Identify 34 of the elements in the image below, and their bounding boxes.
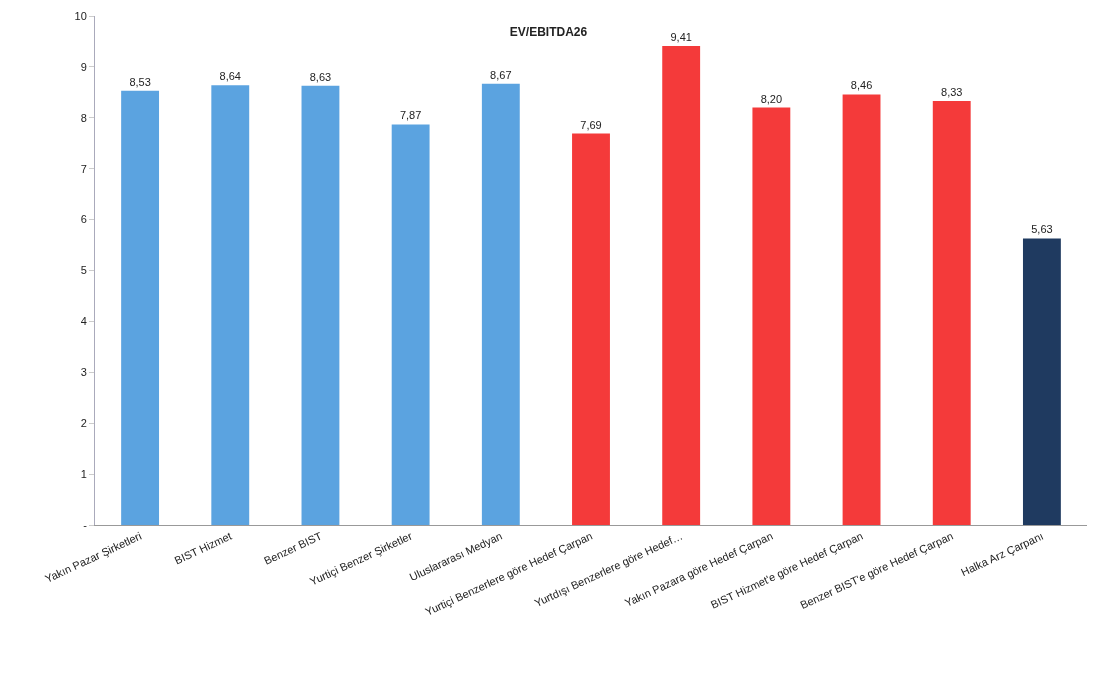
y-tick-label: 1 (80, 467, 87, 480)
bar (932, 101, 971, 525)
bar (211, 85, 250, 525)
data-label: 5,63 (1031, 223, 1053, 236)
data-label: 7,87 (399, 109, 422, 122)
data-label: 8,33 (941, 86, 963, 98)
bar (752, 107, 791, 525)
y-tick-label: 3 (80, 366, 87, 379)
data-label: 7,69 (580, 118, 602, 131)
y-tick-label: 10 (74, 9, 87, 22)
y-tick-label: 9 (80, 60, 87, 73)
data-label: 8,63 (309, 70, 332, 83)
y-tick-label: 8 (80, 111, 87, 124)
y-tick-label: 4 (80, 315, 87, 328)
bar (842, 94, 881, 525)
y-tick-label: 2 (80, 417, 87, 430)
bar (1022, 238, 1061, 525)
data-label: 8,67 (490, 68, 512, 81)
data-label: 9,41 (670, 31, 692, 44)
y-tick-label: 7 (80, 162, 87, 175)
data-label: 8,46 (850, 79, 873, 92)
bar (301, 85, 340, 525)
bar (572, 133, 610, 525)
text: EV/EBITDA26 (509, 24, 588, 39)
bar (391, 124, 430, 525)
data-label: 8,20 (760, 92, 783, 105)
y-tick-label: - (83, 518, 88, 531)
data-label: 8,64 (219, 70, 241, 83)
data-label: 8,53 (129, 75, 151, 88)
bar (121, 90, 160, 525)
bar (481, 83, 520, 525)
bar (662, 46, 701, 525)
y-tick-label: 5 (80, 264, 87, 277)
y-tick-label: 6 (80, 213, 87, 226)
